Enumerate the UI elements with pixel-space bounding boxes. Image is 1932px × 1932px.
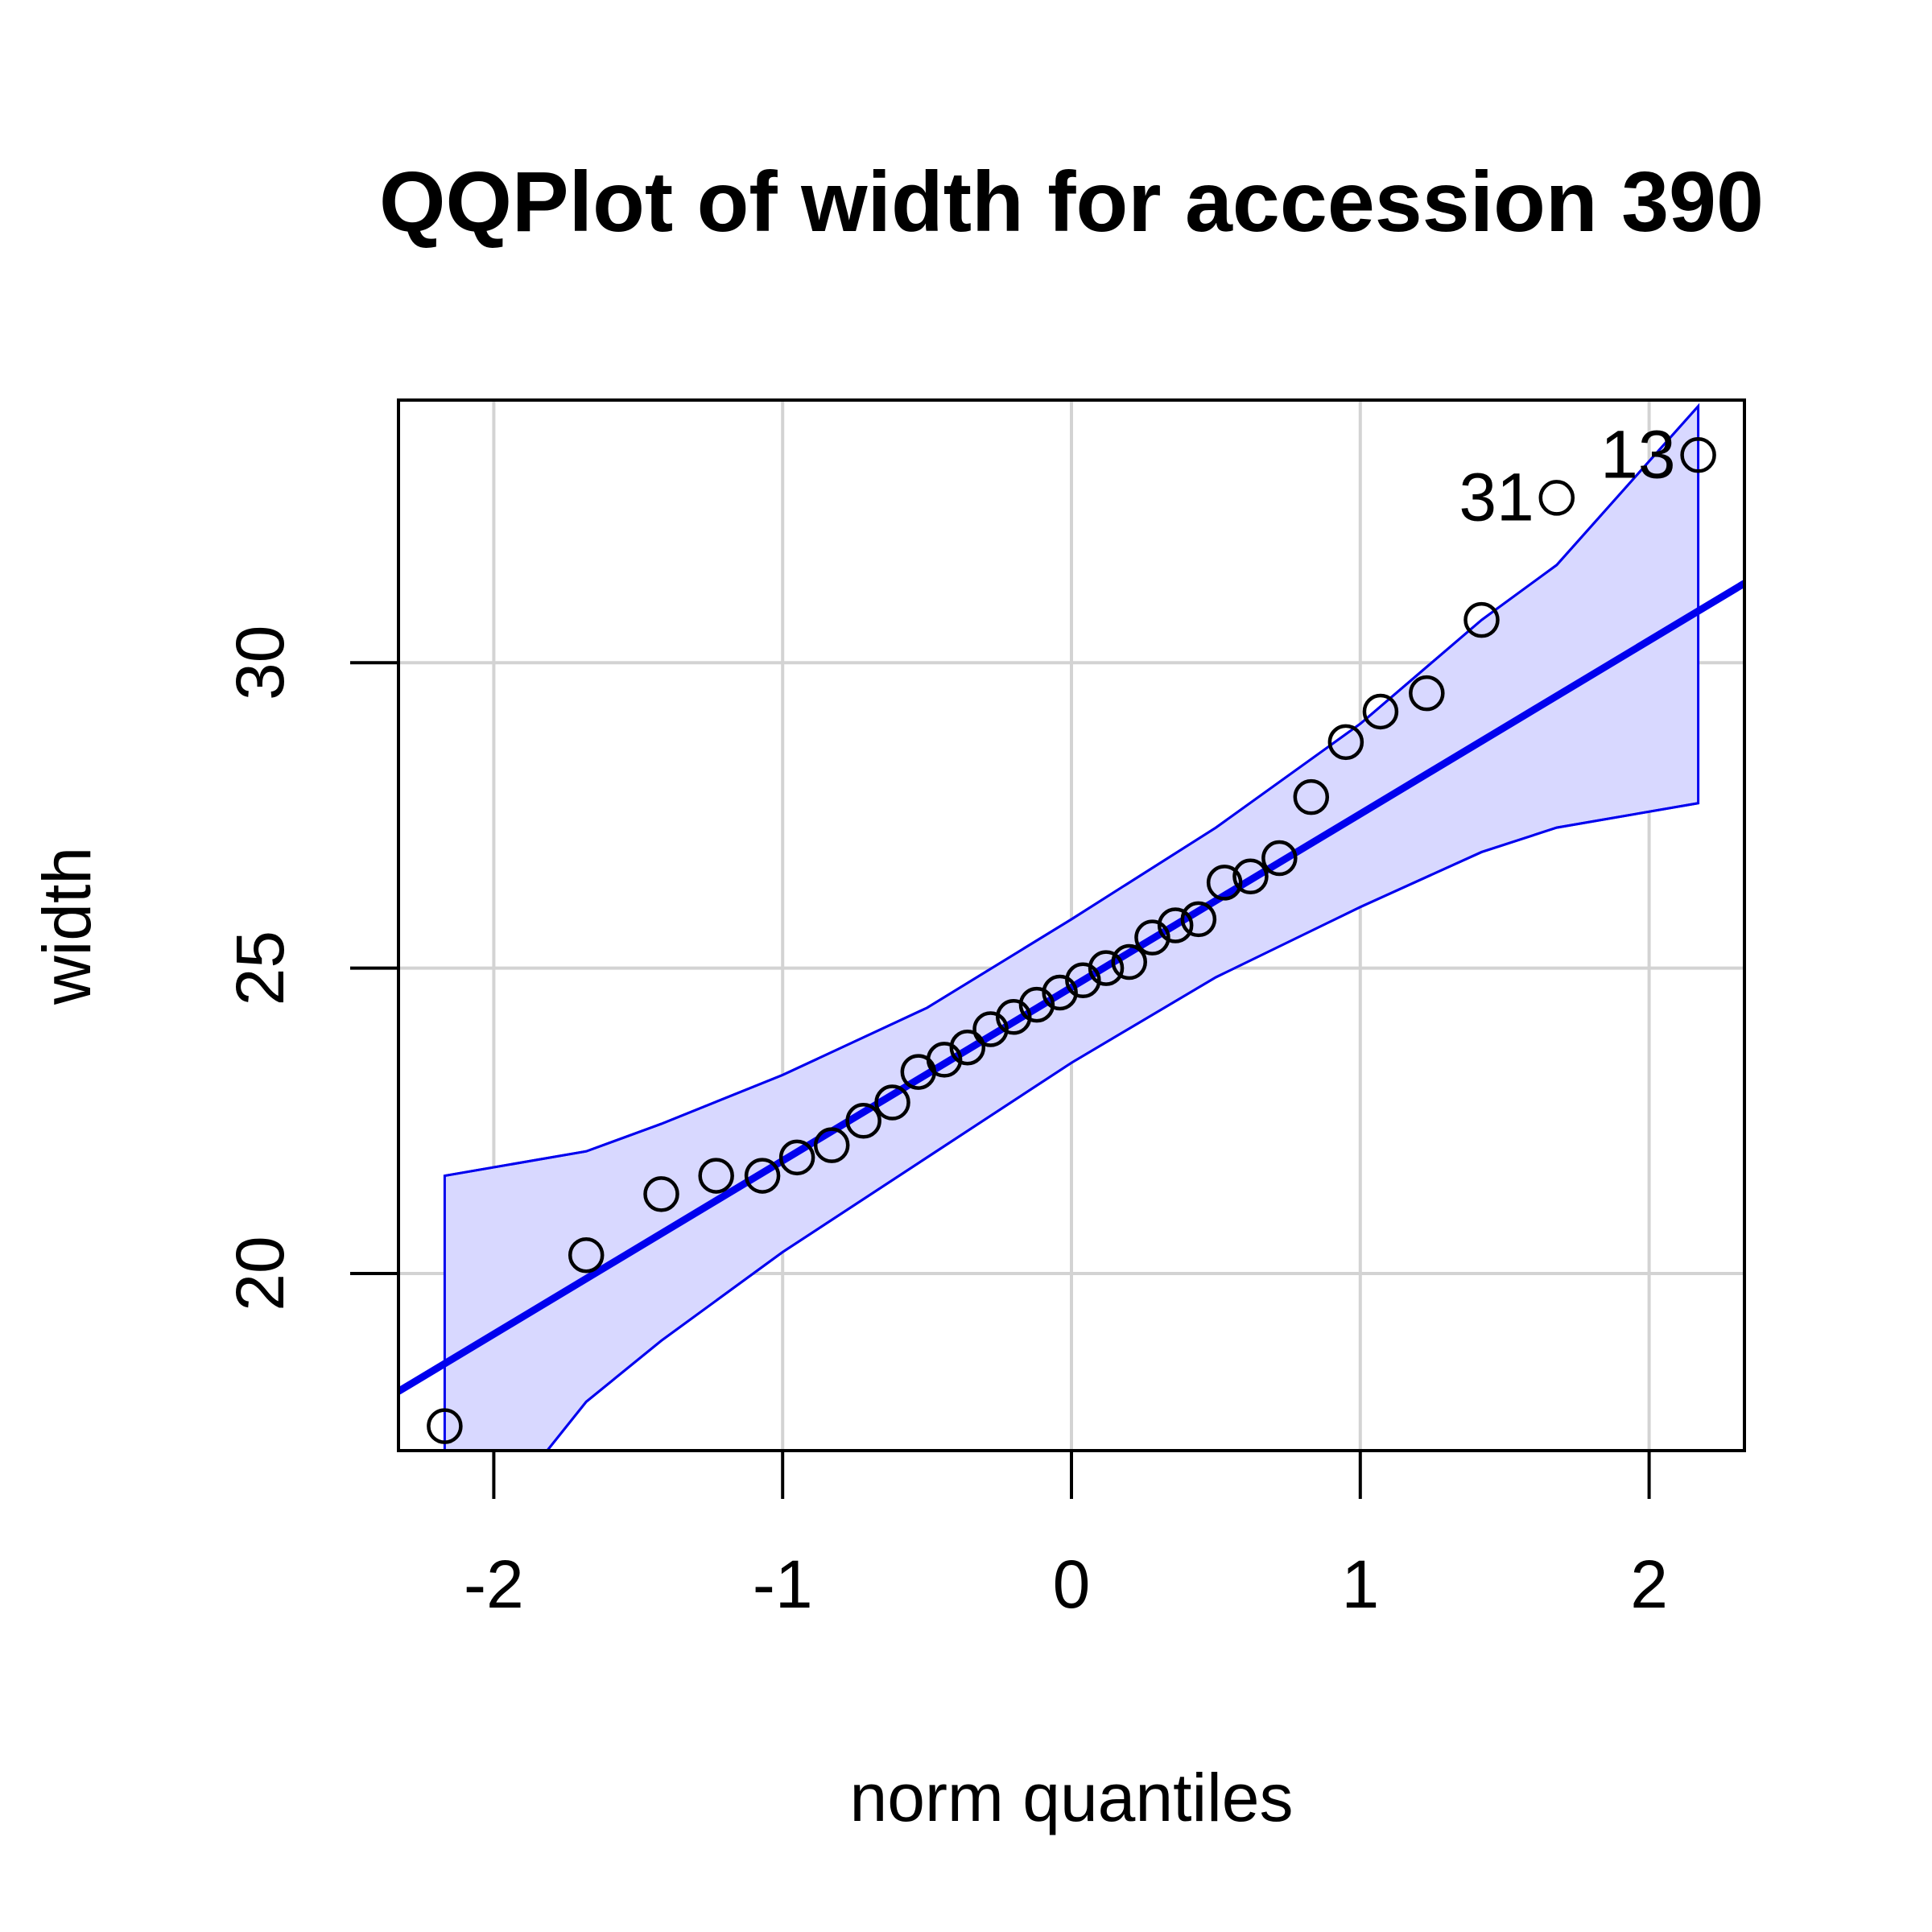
x-tick-label: -2 — [464, 1546, 524, 1622]
x-axis-title: norm quantiles — [850, 1760, 1294, 1835]
data-point — [845, 1103, 881, 1139]
data-point — [1180, 901, 1217, 938]
reference-line-group — [398, 580, 1744, 1395]
data-point — [1409, 675, 1445, 712]
data-point — [1065, 962, 1101, 999]
y-tick-label: 30 — [222, 625, 298, 700]
data-point — [813, 1127, 850, 1163]
data-point — [1463, 601, 1500, 638]
data-point — [568, 1236, 605, 1274]
data-point — [949, 1029, 986, 1066]
data-point — [643, 1176, 679, 1212]
data-point — [1157, 907, 1194, 943]
data-point — [1680, 437, 1716, 473]
data-point — [698, 1158, 734, 1194]
y-axis: 20 25 30 — [222, 625, 400, 1311]
point-label: 13 — [1600, 416, 1675, 492]
data-point — [926, 1042, 963, 1078]
data-point — [427, 1408, 463, 1444]
data-point — [1232, 858, 1269, 895]
data-point — [1538, 480, 1575, 516]
data-point — [1293, 778, 1330, 815]
data-point — [1018, 986, 1055, 1023]
data-point — [1327, 724, 1364, 761]
reference-line — [398, 580, 1744, 1395]
data-point — [1261, 840, 1298, 877]
x-tick-label: -1 — [753, 1546, 813, 1622]
data-point — [1042, 974, 1078, 1011]
data-point — [995, 999, 1032, 1035]
data-point — [1088, 950, 1125, 986]
envelope-upper-line — [444, 405, 1699, 1178]
envelope-lower-line — [545, 802, 1699, 1451]
y-tick-label: 25 — [222, 931, 298, 1005]
x-tick-label: 2 — [1630, 1546, 1668, 1622]
data-points: 31 13 — [427, 416, 1716, 1444]
x-axis: -2 -1 0 1 2 — [464, 1449, 1668, 1622]
chart-title: QQPlot of width for accession 390 — [379, 155, 1764, 250]
x-tick-label: 1 — [1341, 1546, 1379, 1622]
data-point — [1206, 865, 1243, 901]
y-axis-title: width — [29, 847, 105, 1005]
point-label: 31 — [1459, 459, 1534, 535]
data-point — [744, 1158, 781, 1194]
data-point — [778, 1139, 815, 1176]
x-tick-label: 0 — [1053, 1546, 1091, 1622]
data-point — [1362, 693, 1399, 730]
data-point — [874, 1084, 910, 1121]
data-point — [1134, 919, 1170, 956]
y-tick-label: 20 — [222, 1236, 298, 1311]
data-point — [972, 1011, 1009, 1047]
data-point — [1111, 943, 1148, 980]
